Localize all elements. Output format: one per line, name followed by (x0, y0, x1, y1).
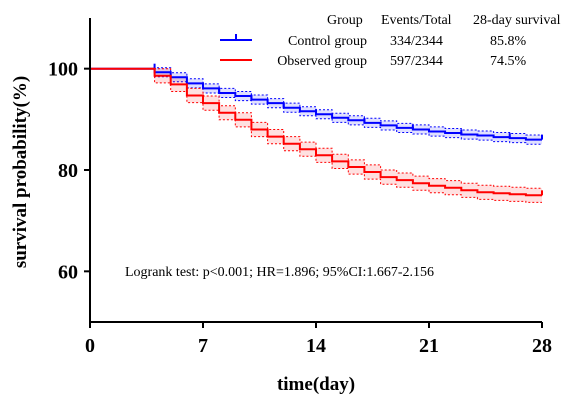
ci-upper-control (90, 67, 542, 136)
ci-upper-observed (90, 68, 542, 189)
x-tick-label: 28 (532, 335, 552, 357)
legend-events-observed: 597/2344 (390, 54, 443, 69)
legend-header-group: Group (327, 13, 363, 28)
x-axis-label: time(day) (277, 374, 355, 395)
survival-line-observed (90, 67, 542, 197)
logrank-annotation: Logrank test: p<0.001; HR=1.896; 95%CI:1… (125, 265, 434, 280)
legend-events-control: 334/2344 (390, 34, 443, 49)
y-axis-label: survival probability(%) (10, 76, 31, 268)
x-tick-label: 7 (198, 335, 208, 357)
legend: Group Events/Total 28-day survival Contr… (220, 13, 561, 69)
legend-label-observed: Observed group (277, 54, 367, 69)
y-tick-label: 60 (58, 261, 78, 283)
legend-survival-observed: 74.5% (490, 54, 527, 69)
legend-survival-control: 85.8% (490, 34, 527, 49)
y-tick-label: 80 (58, 160, 78, 182)
legend-label-control: Control group (288, 34, 367, 49)
tick-labels: 60 80 100 0 7 14 21 28 (48, 59, 552, 357)
survival-line-control (90, 67, 542, 141)
x-tick-label: 0 (85, 335, 95, 357)
x-tick-label: 21 (419, 335, 439, 357)
y-tick-label: 100 (48, 59, 78, 81)
ci-lower-observed (90, 68, 542, 203)
x-tick-label: 14 (306, 335, 326, 357)
legend-header-events: Events/Total (381, 13, 452, 28)
legend-header-survival: 28-day survival (473, 13, 561, 28)
survival-curves (90, 63, 543, 197)
